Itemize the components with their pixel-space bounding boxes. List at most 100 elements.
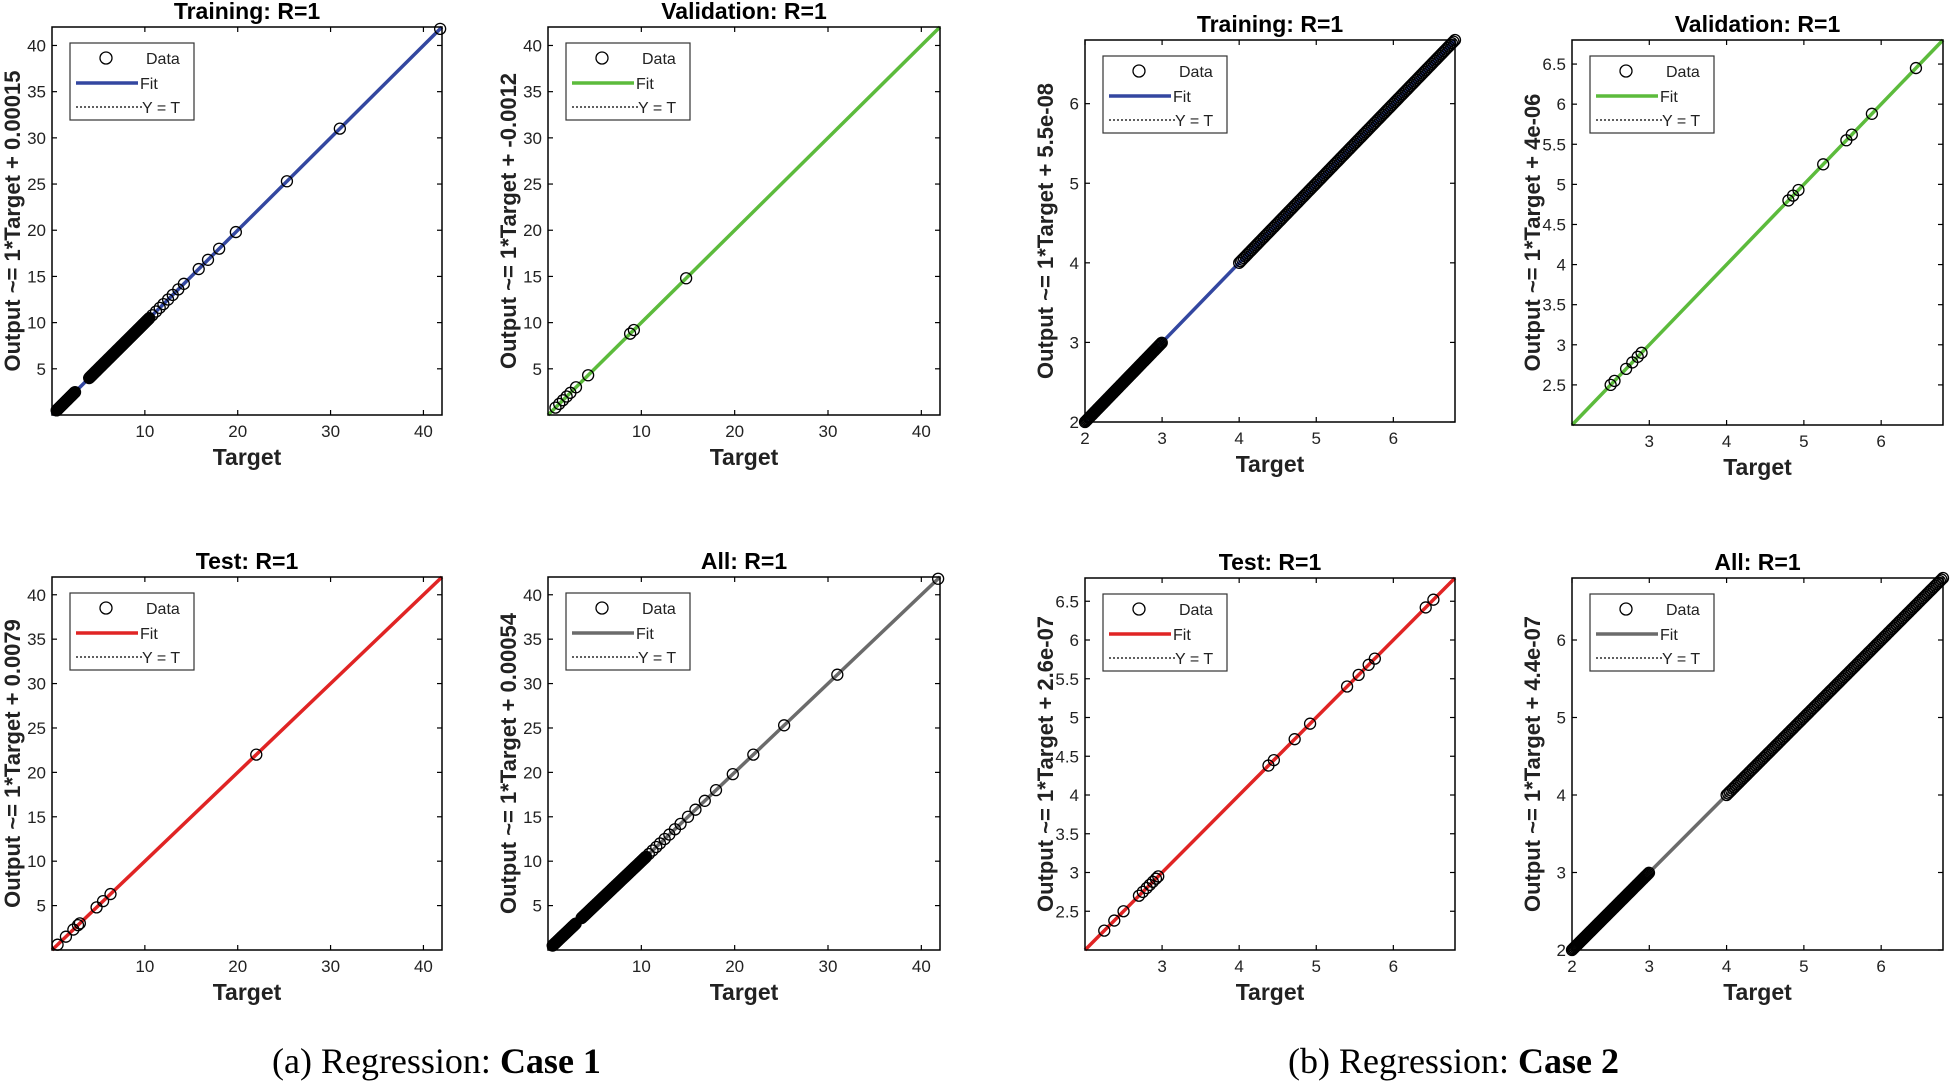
y-tick-label: 2.5: [1542, 376, 1566, 395]
legend: Data Fit Y = T: [1102, 55, 1228, 134]
chart-title: Training: R=1: [1197, 11, 1344, 37]
data-point: [1737, 771, 1750, 785]
y-tick-label: 5: [37, 360, 46, 379]
x-tick-label: 30: [819, 957, 838, 976]
data-point: [1608, 374, 1621, 388]
data-point: [1918, 590, 1931, 603]
legend-fit-label: Fit: [636, 626, 654, 643]
x-tick-label: 2: [1080, 429, 1089, 448]
data-point: [1884, 624, 1897, 637]
data-point: [1919, 588, 1933, 602]
data-point: [1740, 768, 1753, 781]
axes-box: [51, 576, 443, 951]
data-point: [1789, 719, 1803, 732]
data-point: [1882, 626, 1896, 639]
data-point: [1844, 664, 1857, 678]
data-point: [1816, 692, 1829, 706]
data-point: [1748, 760, 1761, 774]
data-point: [1902, 605, 1916, 619]
data-point: [1347, 138, 1360, 152]
data-point: [1769, 739, 1783, 752]
data-point: [96, 895, 110, 908]
data-point: [1738, 770, 1752, 783]
x-tick-label: 20: [228, 422, 247, 441]
data-point: [689, 803, 702, 816]
data-point: [1319, 167, 1332, 180]
data-point: [1317, 169, 1331, 182]
data-point: [1788, 720, 1801, 733]
data-point: [1345, 140, 1358, 153]
legend-data-label: Data: [1179, 64, 1213, 81]
data-point: [1151, 340, 1165, 353]
legend-data-marker: [595, 51, 609, 65]
data-point: [1799, 709, 1812, 723]
data-point: [1881, 627, 1894, 640]
caption-case-2-prefix: (b) Regression:: [1288, 1041, 1518, 1081]
y-tick-label: 35: [27, 630, 46, 649]
data-point: [1303, 183, 1317, 196]
data-point: [1604, 378, 1617, 392]
data-point: [653, 837, 667, 850]
data-point: [1270, 218, 1283, 231]
data-point: [1888, 619, 1902, 633]
y-tick-label: 15: [27, 267, 46, 286]
data-point: [1300, 186, 1314, 199]
data-point: [1865, 643, 1879, 656]
caption-case-1-prefix: (a) Regression:: [272, 1041, 500, 1081]
chart-c2-training: Training: R=1 2 3 4 5 6 2 3 4 5 6 Target Output ~= 1…: [1033, 11, 1462, 477]
data-point: [1759, 750, 1772, 763]
data-point: [153, 301, 166, 314]
data-point: [1921, 587, 1934, 600]
y-tick-label: 6: [1557, 631, 1566, 650]
data-point: [1410, 73, 1423, 86]
data-point: [1723, 785, 1736, 799]
axes-box: [547, 26, 941, 416]
data-point: [1890, 618, 1903, 631]
legend-yt-label: Y = T: [1175, 113, 1213, 130]
data-point: [1901, 607, 1914, 620]
data-point: [1927, 581, 1940, 594]
data-point: [1786, 722, 1800, 735]
data-point: [1859, 649, 1872, 662]
data-point: [1797, 711, 1811, 724]
legend-fit-label: Fit: [636, 76, 654, 93]
x-tick-label: 3: [1645, 957, 1654, 976]
data-point: [1447, 35, 1460, 48]
y-tick-label: 3.5: [1542, 296, 1566, 315]
legend-data-marker: [99, 601, 113, 615]
data-point: [1922, 585, 1936, 599]
data-point: [1726, 782, 1739, 795]
data-point: [1793, 716, 1806, 729]
y-tick-label: 25: [27, 719, 46, 738]
data-point: [1725, 784, 1738, 797]
y-tick-label: 5: [1070, 709, 1079, 728]
x-tick-label: 6: [1389, 957, 1398, 976]
y-tick-label: 4.5: [1055, 747, 1079, 766]
data-point: [1831, 677, 1845, 690]
data-point: [553, 397, 566, 411]
data-point: [1867, 641, 1880, 654]
data-point: [1302, 185, 1315, 198]
data-point: [1924, 584, 1937, 597]
data-point: [1827, 681, 1840, 695]
data-point: [1878, 630, 1891, 644]
data-point: [1293, 194, 1306, 207]
data-point: [1631, 350, 1644, 363]
y-axis-label: Output ~= 1*Target + -0.0012: [496, 73, 521, 369]
legend-data-label: Data: [146, 51, 180, 68]
data-point: [1367, 118, 1380, 131]
chart-title: Test: R=1: [1219, 549, 1322, 575]
x-axis-label: Target: [213, 444, 282, 470]
legend: Data Fit Y = T: [1589, 55, 1715, 134]
data-point: [201, 253, 215, 266]
data-point: [1267, 753, 1281, 767]
data-point: [1242, 247, 1255, 260]
data-point: [623, 327, 637, 340]
data-point: [1323, 162, 1337, 176]
y-tick-label: 25: [523, 719, 542, 738]
data-point: [1929, 579, 1942, 592]
y-tick-label: 2.5: [1055, 902, 1079, 921]
data-point: [1771, 737, 1784, 750]
data-point: [1239, 250, 1252, 263]
data-point: [1721, 787, 1735, 800]
